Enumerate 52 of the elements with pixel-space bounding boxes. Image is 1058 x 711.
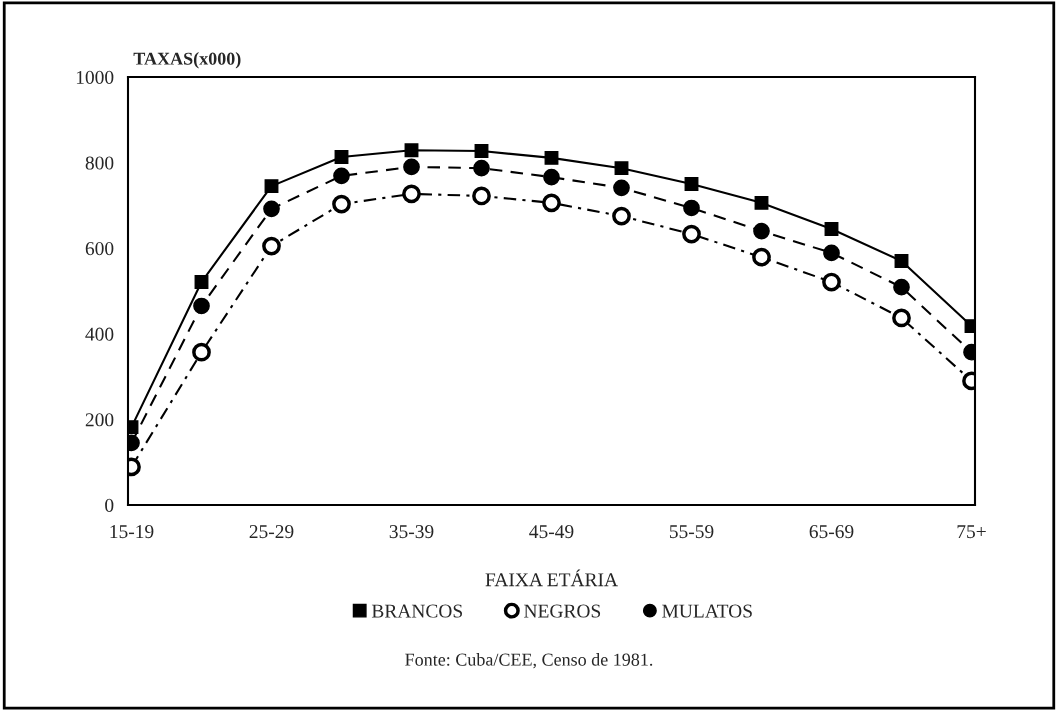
point xyxy=(754,195,769,210)
x-tick-label: 35-39 xyxy=(389,525,434,539)
point xyxy=(684,177,699,191)
point xyxy=(334,150,349,164)
x-tick-label: 15-19 xyxy=(110,525,154,539)
point xyxy=(823,244,840,262)
point xyxy=(893,278,910,296)
y-tick-label: 200 xyxy=(85,413,114,427)
x-tick-label: 65-69 xyxy=(809,525,854,539)
point xyxy=(894,254,909,268)
point xyxy=(404,143,419,158)
y-tick-label: 400 xyxy=(85,327,114,341)
point xyxy=(194,275,209,289)
y-tick-label: 600 xyxy=(85,242,114,256)
x-tick-label: 55-59 xyxy=(669,525,714,539)
x-tick-label: 45-49 xyxy=(529,525,574,539)
point xyxy=(402,184,421,204)
point xyxy=(752,247,771,267)
legend-label: BRANCOS xyxy=(371,604,462,618)
legend-label: NEGROS xyxy=(524,604,601,618)
x-axis-title: FAIXA ETÁRIA xyxy=(485,569,618,587)
y-tick-label: 0 xyxy=(105,498,114,512)
point xyxy=(403,158,420,176)
point xyxy=(612,206,631,226)
point xyxy=(824,221,839,236)
y-axis-title: TAXAS(x000) xyxy=(133,52,241,69)
point xyxy=(264,179,279,194)
y-tick-label: 800 xyxy=(85,156,114,170)
point xyxy=(262,236,281,256)
point xyxy=(753,222,770,240)
point xyxy=(193,297,210,315)
point xyxy=(544,150,559,165)
point xyxy=(682,224,701,244)
legend-label: MULATOS xyxy=(662,604,752,618)
point xyxy=(263,200,280,218)
point xyxy=(614,161,629,176)
point xyxy=(473,159,490,177)
y-tick-label: 1000 xyxy=(76,70,114,84)
point xyxy=(683,199,700,217)
point xyxy=(192,342,211,362)
point xyxy=(892,308,911,328)
point xyxy=(543,168,560,186)
point xyxy=(332,194,351,214)
point xyxy=(472,186,491,206)
point xyxy=(333,167,350,185)
source-note: Fonte: Cuba/CEE, Censo de 1981. xyxy=(405,653,653,669)
point xyxy=(542,193,561,213)
point xyxy=(474,144,489,158)
x-tick-label: 25-29 xyxy=(249,525,294,539)
point xyxy=(822,272,841,292)
point xyxy=(613,179,630,197)
x-tick-label: 75+ xyxy=(957,525,986,539)
